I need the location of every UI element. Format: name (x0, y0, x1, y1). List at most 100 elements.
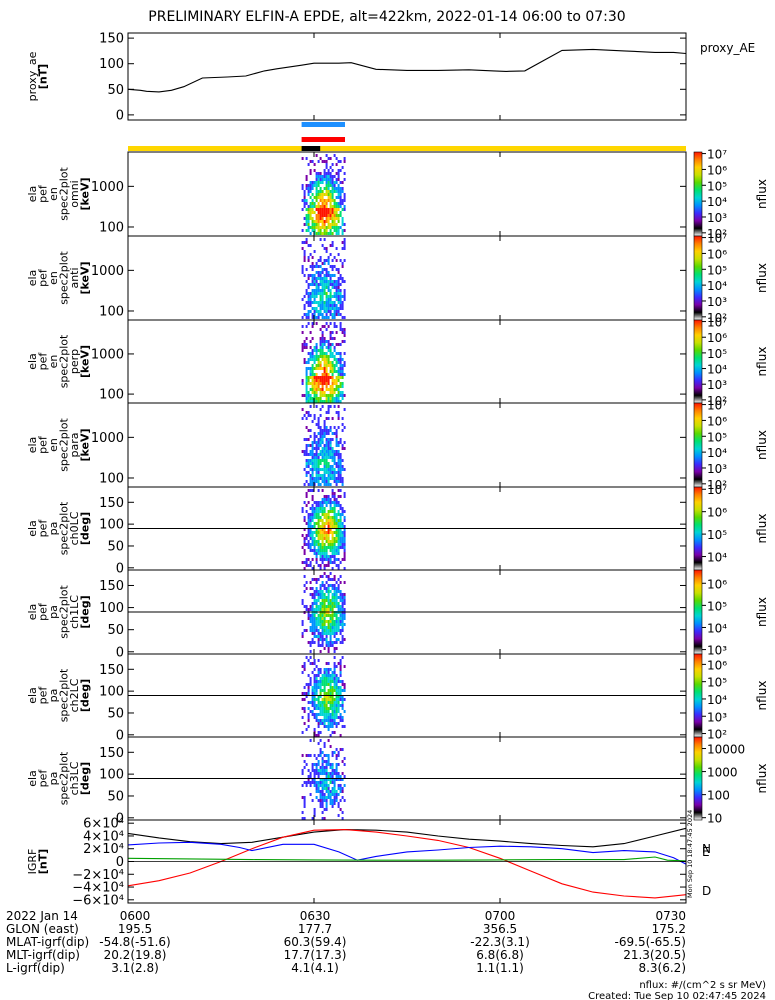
spectrogram-cell (307, 483, 310, 486)
spectrogram-cell (335, 388, 338, 391)
spectrogram-cell (325, 680, 328, 683)
spectrogram-cell (329, 549, 332, 552)
spectrogram-cell (305, 217, 308, 220)
ylabel-line: spec2plot (58, 501, 71, 555)
spectrogram-cell (317, 471, 320, 474)
colorbar-tick-label: 10⁵ (707, 347, 727, 361)
spectrogram-cell (319, 453, 322, 456)
spectrogram-cell (313, 211, 316, 214)
spectrogram-cell (335, 190, 338, 193)
spectrogram-cell (321, 307, 324, 310)
spectrogram-cell (331, 731, 334, 734)
spectrogram-cell (341, 638, 344, 641)
spectrogram-cell (335, 686, 338, 689)
spectrogram-cell (331, 453, 334, 456)
spectrogram-cell (331, 534, 334, 537)
spectrogram-cell (323, 376, 326, 379)
spectrogram-cell (303, 710, 306, 713)
spectrogram-cell (341, 558, 344, 561)
spectrogram-cell (305, 522, 308, 525)
spectrogram-cell (303, 253, 306, 256)
spectrogram-cell (317, 680, 320, 683)
spectrogram-cell (323, 698, 326, 701)
ephem-value: 17.7(17.3) (284, 948, 347, 962)
spectrogram-cell (339, 614, 342, 617)
spectrogram-cell (341, 217, 344, 220)
spectrogram-cell (337, 373, 340, 376)
spectrogram-cell (325, 166, 328, 169)
spectrogram-cell (305, 157, 308, 160)
spectrogram-cell (339, 561, 342, 564)
spectrogram-cell (337, 444, 340, 447)
spectrogram-cell (311, 623, 314, 626)
spectrogram-cell (341, 760, 344, 763)
spectrogram-cell (341, 540, 344, 543)
spectrogram-cell (313, 355, 316, 358)
spectrogram-cell (311, 453, 314, 456)
spectrogram-cell (313, 181, 316, 184)
spectrogram-cell (337, 217, 340, 220)
spectrogram-cell (337, 584, 340, 587)
spectrogram-cell (331, 751, 334, 754)
spectrogram-cell (339, 301, 342, 304)
spectrogram-cell (327, 408, 330, 411)
spectrogram-cell (341, 602, 344, 605)
spectrogram-cell (337, 540, 340, 543)
spectrogram-cell (333, 635, 336, 638)
spectrogram-cell (321, 784, 324, 787)
spectrogram-cell (303, 483, 306, 486)
spectrogram-cell (335, 683, 338, 686)
spectrogram-cell (343, 617, 346, 620)
spectrogram-cell (311, 420, 314, 423)
spectrogram-cell (335, 534, 338, 537)
spectrogram-cell (343, 292, 346, 295)
spectrogram-cell (313, 483, 316, 486)
spectrogram-cell (323, 817, 326, 820)
spectrogram-cell (341, 199, 344, 202)
spectrogram-cell (325, 802, 328, 805)
spectrogram-cell (329, 181, 332, 184)
spectrogram-cell (319, 292, 322, 295)
spectrogram-cell (325, 784, 328, 787)
spectrogram-cell (335, 701, 338, 704)
spectrogram-cell (319, 259, 322, 262)
spectrogram-cell (337, 292, 340, 295)
spectrogram-cell (307, 531, 310, 534)
spectrogram-cell (333, 537, 336, 540)
spectrogram-cell (309, 226, 312, 229)
spectrogram-cell (313, 313, 316, 316)
spectrogram-cell (331, 400, 334, 403)
spectrogram-cell (343, 247, 346, 250)
spectrogram-cell (315, 796, 318, 799)
spectrogram-cell (325, 247, 328, 250)
spectrogram-cell (335, 766, 338, 769)
spectrogram-cell (315, 394, 318, 397)
spectrogram-cell (339, 680, 342, 683)
spectrogram-cell (331, 367, 334, 370)
spectrogram-cell (307, 223, 310, 226)
spectrogram-cell (337, 754, 340, 757)
ylabel-line: ch0LC (68, 511, 81, 545)
spectrogram-cell (327, 295, 330, 298)
spectrogram-cell (341, 364, 344, 367)
colorbar (693, 653, 703, 738)
spectrogram-cell (331, 501, 334, 504)
spectrogram-cell (309, 181, 312, 184)
spectrogram-cell (337, 552, 340, 555)
spectrogram-cell (311, 781, 314, 784)
spectrogram-cell (343, 199, 346, 202)
spectrogram-cell (335, 528, 338, 531)
spectrogram-cell (307, 226, 310, 229)
spectrogram-cell (335, 304, 338, 307)
spectrogram-cell (307, 769, 310, 772)
ytick-label: 0 (116, 811, 124, 826)
spectrogram-cell (331, 169, 334, 172)
spectrogram-cell (311, 229, 314, 232)
spectrogram-cell (323, 701, 326, 704)
spectrogram-cell (337, 388, 340, 391)
spectrogram-cell (333, 286, 336, 289)
spectrogram-cell (321, 531, 324, 534)
spectrogram-cell (305, 223, 308, 226)
spectrogram-cell (331, 223, 334, 226)
spectrogram-cell (333, 731, 336, 734)
